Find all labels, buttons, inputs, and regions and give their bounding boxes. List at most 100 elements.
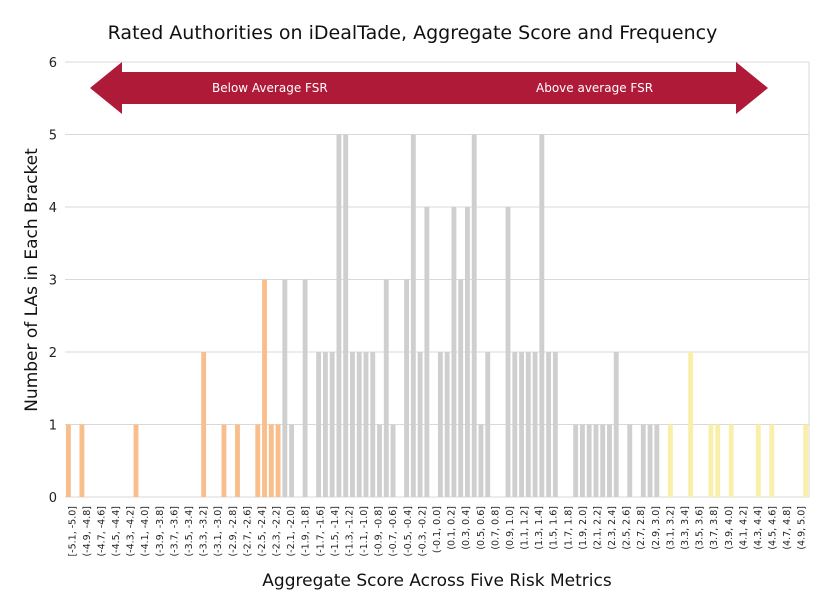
- bar: [647, 424, 653, 497]
- bar: [343, 134, 349, 497]
- x-tick-label: (0.5, 0.6]: [476, 506, 487, 550]
- y-tick-label: 5: [49, 129, 57, 144]
- bar: [654, 424, 660, 497]
- x-tick-label: (-0.5, -0.4]: [403, 506, 414, 557]
- bar: [755, 424, 761, 497]
- chart-title: Rated Authorities on iDealTade, Aggregat…: [107, 22, 718, 44]
- bar: [715, 424, 721, 497]
- direction-arrow: Below Average FSR Above average FSR: [90, 62, 768, 114]
- x-tick-label: (1.5, 1.6]: [549, 506, 560, 550]
- x-axis-label: Aggregate Score Across Five Risk Metrics: [262, 571, 612, 591]
- x-tick-label: (-1.9, -1.8]: [301, 506, 312, 557]
- bar: [410, 134, 416, 497]
- x-tick-label: (3.7, 3.8]: [709, 506, 720, 550]
- x-tick-label: [-5.1, -5.0]: [67, 506, 78, 557]
- bar: [593, 424, 599, 497]
- x-tick-label: (-1.3, -1.2]: [344, 506, 355, 557]
- x-tick-label: (-1.5, -1.4]: [330, 506, 341, 557]
- bar: [640, 424, 646, 497]
- y-tick-label: 4: [49, 201, 57, 216]
- bar: [505, 207, 511, 497]
- bar: [667, 424, 673, 497]
- x-tick-label: (-3.5, -3.4]: [184, 506, 195, 557]
- x-tick-label: (0.9, 1.0]: [505, 506, 516, 550]
- bar: [627, 424, 633, 497]
- bar: [302, 279, 308, 497]
- bar: [485, 352, 491, 497]
- bar: [579, 424, 585, 497]
- double-arrow-icon: [90, 62, 768, 114]
- x-tick-label: (4.1, 4.2]: [738, 506, 749, 550]
- bar: [79, 424, 85, 497]
- x-tick-label: (0.1, 0.2]: [447, 506, 458, 550]
- bar: [377, 424, 382, 497]
- bar: [444, 352, 450, 497]
- bar: [356, 352, 362, 497]
- bar: [688, 352, 694, 497]
- y-axis-ticks: 0 1 2 3 4 5 6: [49, 56, 57, 506]
- x-tick-label: (3.5, 3.6]: [695, 506, 706, 550]
- bar: [525, 352, 531, 497]
- x-tick-label: (4.5, 4.6]: [768, 506, 779, 550]
- x-tick-label: (-0.7, -0.6]: [388, 506, 399, 557]
- bar: [471, 134, 477, 497]
- x-tick-label: (-2.1, -2.0]: [286, 506, 297, 557]
- bar: [322, 352, 328, 497]
- bar: [404, 279, 409, 497]
- x-tick-label: (-2.9, -2.8]: [228, 506, 239, 557]
- x-tick-label: (-0.3, -0.2]: [417, 506, 428, 557]
- bar: [390, 424, 396, 497]
- bar: [350, 352, 355, 497]
- arrow-right-label: Above average FSR: [536, 81, 653, 95]
- bar: [437, 352, 443, 497]
- bar: [573, 424, 579, 497]
- x-tick-label: (-3.9, -3.8]: [155, 506, 166, 557]
- x-tick-label: (-2.3, -2.2]: [272, 506, 283, 557]
- bar: [546, 352, 552, 497]
- x-tick-label: (-3.7, -3.6]: [169, 506, 180, 557]
- bar: [613, 352, 619, 497]
- x-tick-label: (1.7, 1.8]: [563, 506, 574, 550]
- y-axis-label: Number of LAs in Each Bracket: [22, 148, 42, 412]
- bar: [424, 207, 430, 497]
- x-tick-label: (-4.1, -4.0]: [140, 506, 151, 557]
- x-tick-label: (4.3, 4.4]: [753, 506, 764, 550]
- bar: [458, 279, 464, 497]
- x-tick-label: (-4.3, -4.2]: [126, 506, 137, 557]
- bar: [370, 352, 376, 497]
- x-tick-label: (1.3, 1.4]: [534, 506, 545, 550]
- x-tick-label: (-0.9, -0.8]: [374, 506, 385, 557]
- bar: [728, 424, 734, 497]
- bar: [519, 352, 524, 497]
- x-tick-label: (2.7, 2.8]: [636, 506, 647, 550]
- x-tick-label: (-2.5, -2.4]: [257, 506, 268, 557]
- x-tick-label: (3.9, 4.0]: [724, 506, 735, 550]
- bar: [539, 134, 545, 497]
- x-tick-label: (-2.7, -2.6]: [242, 506, 253, 557]
- bar: [275, 424, 281, 497]
- bar: [65, 424, 71, 497]
- bar: [803, 424, 809, 497]
- bar: [329, 352, 335, 497]
- bar: [512, 352, 518, 497]
- x-tick-label: (1.9, 2.0]: [578, 506, 589, 550]
- bar: [478, 424, 484, 497]
- x-tick-label: (3.1, 3.2]: [665, 506, 676, 550]
- x-tick-label: (-4.5, -4.4]: [111, 506, 122, 557]
- bar: [255, 424, 261, 497]
- bar: [268, 424, 274, 497]
- bar: [769, 424, 775, 497]
- bar: [133, 424, 139, 497]
- x-tick-label: (0.7, 0.8]: [490, 506, 501, 550]
- y-tick-label: 0: [49, 491, 57, 506]
- bar: [235, 424, 240, 497]
- bar: [417, 352, 423, 497]
- bar: [552, 352, 558, 497]
- x-tick-label: (3.3, 3.4]: [680, 506, 691, 550]
- y-tick-label: 3: [49, 274, 57, 289]
- x-tick-label: (4.9, 5.0]: [797, 506, 808, 550]
- x-tick-label: (0.3, 0.4]: [461, 506, 472, 550]
- bar: [221, 424, 227, 497]
- bar: [262, 279, 267, 497]
- y-tick-label: 6: [49, 56, 57, 71]
